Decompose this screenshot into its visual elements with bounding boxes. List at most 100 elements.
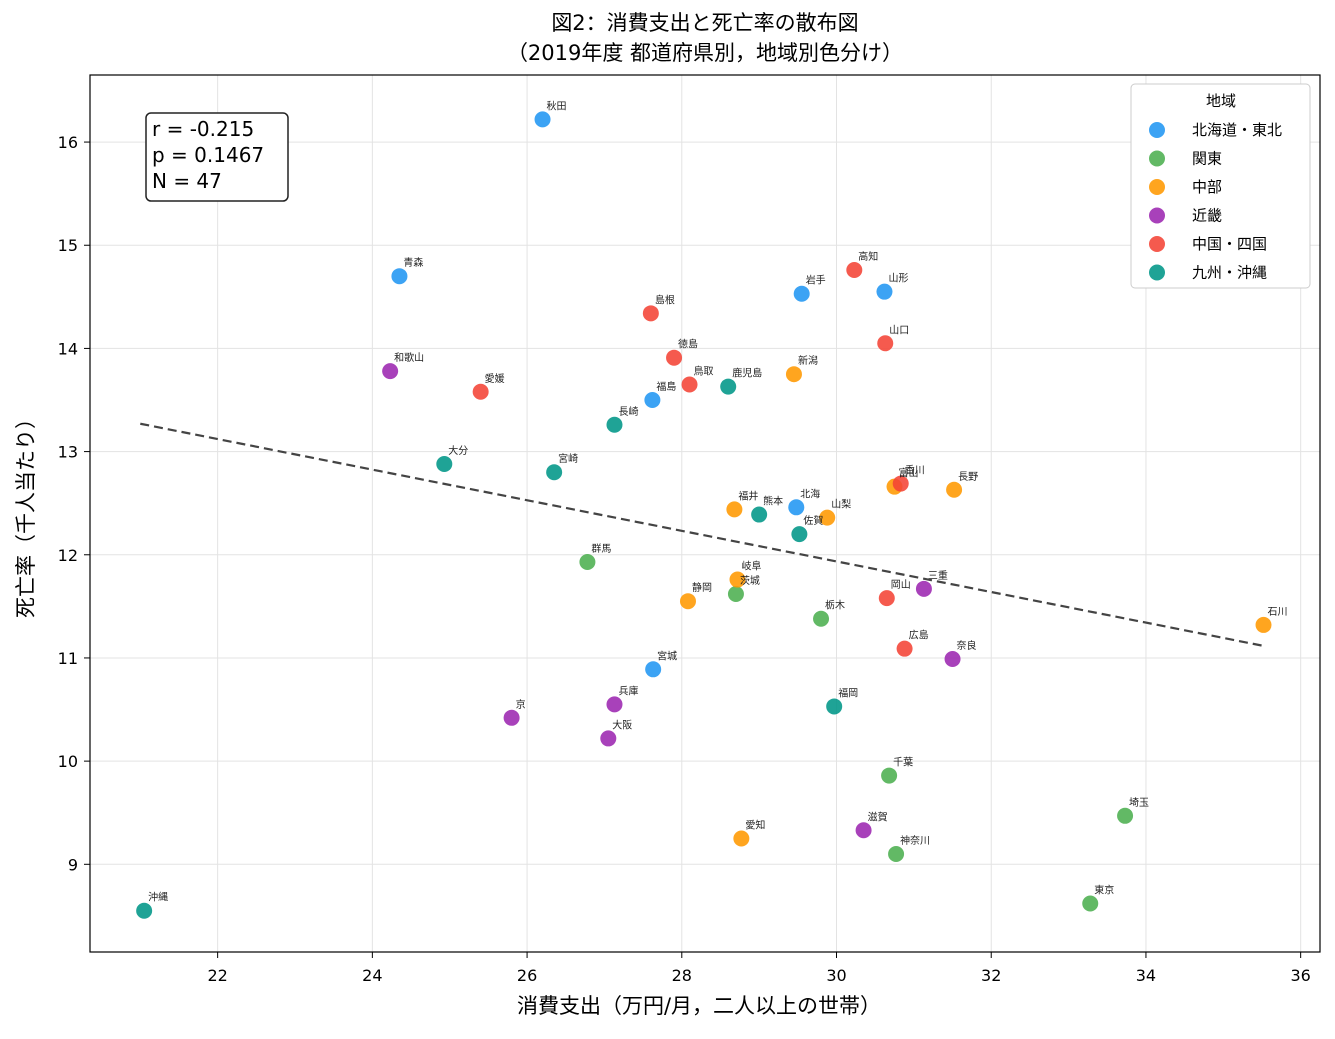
point-label: 石川 bbox=[1268, 607, 1288, 618]
data-point bbox=[546, 464, 563, 481]
data-point bbox=[846, 262, 863, 279]
point-label: 山口 bbox=[889, 324, 909, 336]
point-label: 山梨 bbox=[831, 498, 851, 511]
data-point bbox=[876, 283, 893, 300]
legend-marker bbox=[1149, 122, 1165, 138]
data-points bbox=[136, 111, 1272, 919]
data-point bbox=[896, 640, 913, 657]
x-tick-label: 22 bbox=[207, 966, 227, 985]
point-label: 熊本 bbox=[763, 495, 783, 508]
point-label: 神奈川 bbox=[900, 834, 930, 847]
data-point bbox=[819, 509, 836, 526]
y-tick-label: 12 bbox=[58, 546, 78, 565]
y-tick-label: 9 bbox=[68, 855, 78, 874]
point-label: 新潟 bbox=[798, 354, 818, 367]
data-point bbox=[888, 845, 905, 862]
trend-line bbox=[140, 422, 1263, 647]
point-label: 愛媛 bbox=[485, 372, 505, 385]
point-label: 岐阜 bbox=[741, 560, 761, 573]
point-label: 宮城 bbox=[657, 649, 677, 662]
data-point bbox=[751, 506, 768, 523]
point-label: 宮崎 bbox=[558, 452, 578, 465]
axis-ticks: 22 24 26 28 30 32 34 36 9 10 11 12 13 14 15 16 bbox=[58, 133, 1311, 985]
data-point bbox=[1255, 616, 1272, 633]
point-label: 秋田 bbox=[547, 99, 567, 112]
point-label: 島根 bbox=[655, 293, 675, 306]
point-label: 茨城 bbox=[740, 574, 760, 587]
point-label: 広島 bbox=[909, 629, 929, 642]
stats-box: r = -0.215 p = 0.1467 N = 47 bbox=[145, 112, 289, 202]
point-label: 京 bbox=[516, 698, 526, 711]
stats-r: r = -0.215 bbox=[152, 117, 254, 141]
data-point bbox=[791, 526, 808, 543]
x-tick-label: 24 bbox=[362, 966, 382, 985]
data-point bbox=[391, 268, 408, 285]
point-label: 山形 bbox=[888, 273, 908, 285]
point-label: 北海 bbox=[800, 487, 820, 500]
y-tick-label: 11 bbox=[58, 649, 78, 668]
data-point bbox=[1117, 807, 1134, 824]
point-label: 和歌山 bbox=[394, 351, 424, 364]
point-label: 長崎 bbox=[618, 405, 638, 418]
data-point bbox=[788, 499, 805, 516]
y-tick-label: 13 bbox=[58, 443, 78, 462]
data-point bbox=[1082, 895, 1099, 912]
data-point bbox=[878, 590, 895, 607]
legend-label: 近畿 bbox=[1192, 207, 1222, 225]
point-label: 群馬 bbox=[591, 542, 611, 555]
data-point bbox=[645, 661, 662, 678]
point-label: 長野 bbox=[958, 471, 978, 483]
point-label: 埼玉 bbox=[1129, 796, 1149, 809]
point-label: 静岡 bbox=[692, 581, 712, 594]
legend-label: 中部 bbox=[1192, 178, 1222, 196]
data-point bbox=[534, 111, 551, 128]
point-label: 高知 bbox=[858, 250, 878, 263]
legend-marker bbox=[1149, 207, 1165, 224]
data-point bbox=[681, 376, 698, 393]
point-label: 徳島 bbox=[678, 338, 698, 351]
point-label: 福井 bbox=[738, 489, 758, 502]
y-tick-label: 14 bbox=[58, 339, 78, 358]
legend-label: 北海道・東北 bbox=[1192, 121, 1282, 139]
point-label: 滋賀 bbox=[868, 810, 888, 823]
data-point bbox=[785, 366, 802, 383]
data-point bbox=[436, 455, 453, 472]
point-label: 岩手 bbox=[806, 274, 826, 287]
data-point bbox=[726, 501, 743, 518]
legend-label: 関東 bbox=[1192, 150, 1222, 168]
point-label: 佐賀 bbox=[803, 515, 823, 527]
trendline-layer bbox=[140, 422, 1263, 647]
point-label: 鳥取 bbox=[694, 365, 714, 378]
data-point bbox=[892, 475, 909, 492]
x-tick-label: 26 bbox=[517, 966, 537, 985]
point-label: 兵庫 bbox=[618, 684, 638, 697]
data-point bbox=[679, 593, 696, 610]
point-label: 大分 bbox=[448, 444, 468, 457]
x-tick-label: 36 bbox=[1290, 966, 1310, 985]
stats-p: p = 0.1467 bbox=[152, 143, 264, 167]
x-tick-label: 30 bbox=[826, 966, 846, 985]
point-label: 千葉 bbox=[893, 756, 913, 769]
point-label: 愛知 bbox=[745, 819, 765, 832]
y-axis-label: 死亡率（千人当たり） bbox=[14, 408, 38, 618]
data-point bbox=[813, 610, 830, 627]
data-point bbox=[915, 580, 932, 597]
point-label: 岡山 bbox=[891, 579, 911, 591]
legend-marker bbox=[1149, 150, 1165, 167]
legend-label: 九州・沖縄 bbox=[1192, 264, 1267, 282]
legend-title: 地域 bbox=[1206, 92, 1236, 110]
data-point bbox=[944, 650, 961, 667]
point-label: 東京 bbox=[1094, 884, 1114, 897]
chart-title: 図2：消費支出と死亡率の散布図 bbox=[551, 11, 858, 35]
data-point bbox=[136, 902, 153, 919]
x-tick-label: 28 bbox=[672, 966, 692, 985]
data-point bbox=[826, 698, 843, 715]
data-point bbox=[666, 349, 683, 366]
data-point bbox=[606, 696, 623, 713]
data-point bbox=[503, 709, 520, 726]
y-tick-label: 16 bbox=[58, 133, 78, 152]
